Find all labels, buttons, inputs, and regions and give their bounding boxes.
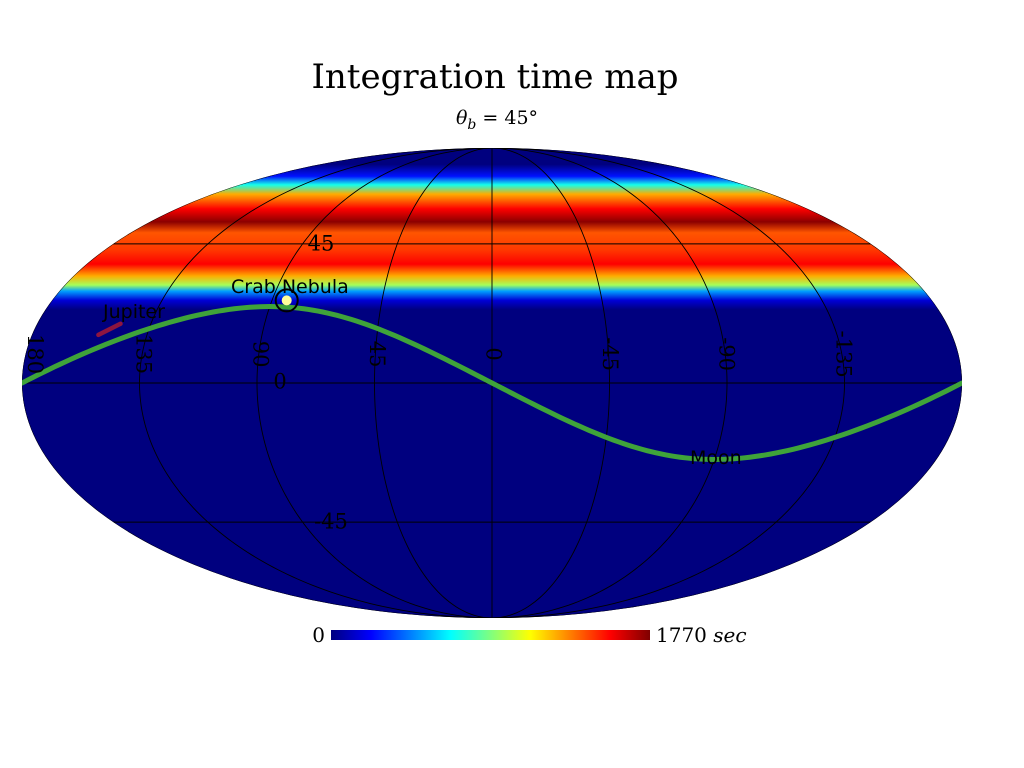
colorbar: 0 1770 sec — [312, 623, 746, 647]
colorbar-min-label: 0 — [312, 623, 325, 647]
moon-path-layer — [22, 304, 962, 462]
latitude-label-0: 45 — [308, 232, 335, 256]
latitude-label-2: -45 — [314, 510, 348, 534]
moon-label: Moon — [690, 447, 742, 469]
crab-nebula-marker — [281, 295, 292, 306]
colorbar-max-value: 1770 — [656, 623, 707, 647]
colorbar-scale — [331, 630, 650, 640]
sky-objects: Jupiter Crab Nebula Moon — [96, 276, 742, 469]
jupiter-label: Jupiter — [102, 301, 165, 323]
colorbar-max-label: 1770 sec — [656, 623, 747, 647]
longitude-label-5: -45 — [598, 337, 622, 371]
moon-path — [22, 304, 962, 462]
subtitle-value: = 45° — [476, 107, 538, 129]
map-subtitle: θb = 45° — [456, 107, 538, 133]
map-title: Integration time map — [311, 57, 678, 97]
subtitle-subscript: b — [467, 117, 476, 133]
colorbar-unit: sec — [713, 623, 746, 647]
longitude-label-1: 135 — [132, 334, 156, 374]
latitude-label-1: 0 — [273, 370, 286, 394]
jupiter-track — [96, 321, 123, 338]
graticule-labels: 180 135 90 45 0 -45 -90 -135 45 0 -45 — [23, 232, 855, 534]
crab-nebula-label: Crab Nebula — [231, 276, 349, 298]
subtitle-symbol: θ — [456, 107, 468, 129]
sky-map — [22, 148, 962, 618]
longitude-label-4: 0 — [482, 347, 506, 360]
crab-nebula-ring — [274, 288, 299, 313]
longitude-label-2: 90 — [248, 341, 272, 368]
longitude-label-3: 45 — [365, 341, 389, 368]
longitude-label-6: -90 — [715, 337, 739, 371]
longitude-label-0: 180 — [23, 334, 47, 374]
longitude-label-7: -135 — [831, 331, 855, 378]
